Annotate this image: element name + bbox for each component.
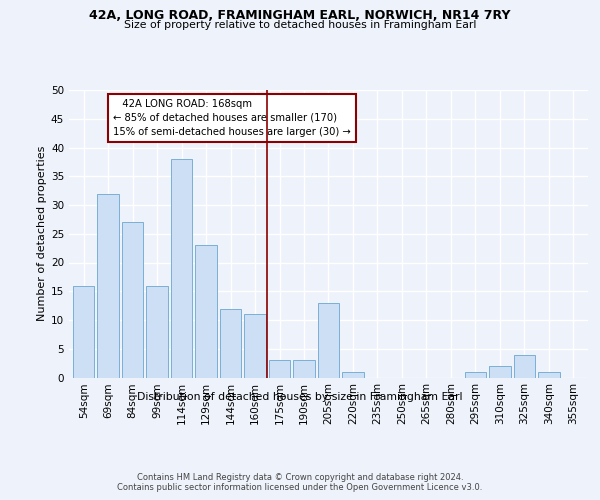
Bar	[196, 245, 217, 378]
Y-axis label: Number of detached properties: Number of detached properties	[37, 146, 47, 322]
Bar	[269, 360, 290, 378]
Bar	[342, 372, 364, 378]
Bar	[146, 286, 168, 378]
Text: 42A, LONG ROAD, FRAMINGHAM EARL, NORWICH, NR14 7RY: 42A, LONG ROAD, FRAMINGHAM EARL, NORWICH…	[89, 9, 511, 22]
Bar	[171, 159, 193, 378]
Bar	[220, 308, 241, 378]
Bar	[538, 372, 560, 378]
Text: Distribution of detached houses by size in Framingham Earl: Distribution of detached houses by size …	[137, 392, 463, 402]
Text: Size of property relative to detached houses in Framingham Earl: Size of property relative to detached ho…	[124, 20, 476, 30]
Bar	[293, 360, 315, 378]
Bar	[73, 286, 94, 378]
Bar	[318, 302, 339, 378]
Bar	[464, 372, 486, 378]
Bar	[97, 194, 119, 378]
Bar	[489, 366, 511, 378]
Text: 42A LONG ROAD: 168sqm
← 85% of detached houses are smaller (170)
15% of semi-det: 42A LONG ROAD: 168sqm ← 85% of detached …	[113, 98, 351, 136]
Text: Contains public sector information licensed under the Open Government Licence v3: Contains public sector information licen…	[118, 484, 482, 492]
Bar	[122, 222, 143, 378]
Bar	[244, 314, 266, 378]
Text: Contains HM Land Registry data © Crown copyright and database right 2024.: Contains HM Land Registry data © Crown c…	[137, 472, 463, 482]
Bar	[514, 354, 535, 378]
